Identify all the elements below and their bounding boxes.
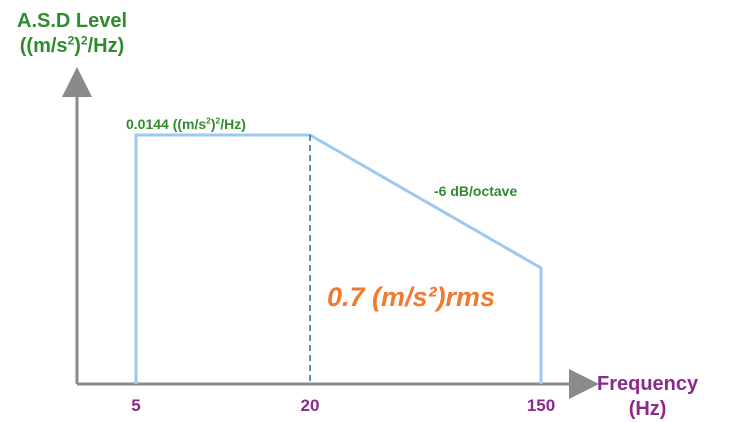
slope-label: -6 dB/octave: [434, 183, 518, 199]
y-axis-label: A.S.D Level ((m/s2)2/Hz): [17, 10, 128, 57]
x-axis-label: Frequency (Hz): [597, 373, 699, 420]
asd-profile-line: [134, 133, 543, 384]
rms-label: 0.7 (m/s²)rms: [327, 282, 496, 312]
x-tick-label: 150: [526, 396, 556, 415]
x-tick-label: 5: [131, 396, 141, 415]
level-label: 0.0144 ((m/s2)2/Hz): [126, 115, 246, 132]
x-tick-label: 20: [300, 396, 320, 415]
